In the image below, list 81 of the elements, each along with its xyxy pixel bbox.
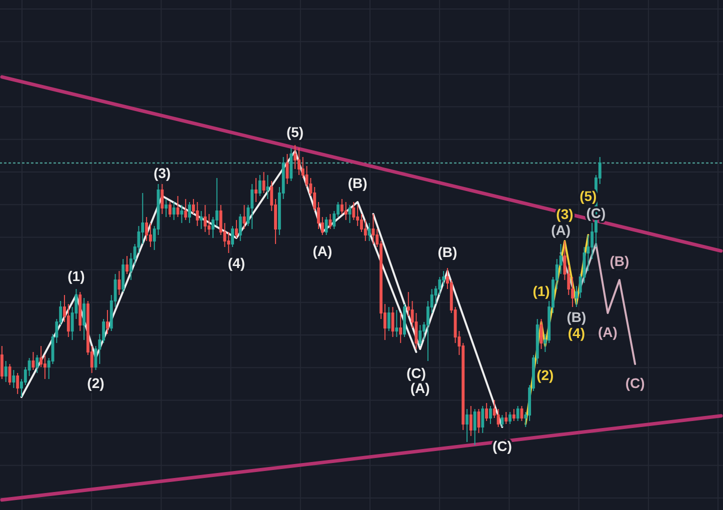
candlestick [118,270,121,296]
candlestick [324,216,328,236]
candlestick [234,220,238,238]
candlestick [290,148,293,182]
candlestick [418,324,422,346]
candlestick [485,402,488,422]
annotation: (1) [532,283,550,299]
candlestick [403,304,406,338]
candlestick [16,372,20,394]
annotation: (C) [406,365,426,381]
candlestick [500,414,504,428]
candlestick [504,412,508,424]
annotation: (C) [625,375,645,391]
candlestick [266,174,270,200]
candlestick [168,202,172,218]
annotation: (B) [566,309,586,325]
candlestick [254,178,258,202]
candlestick [238,214,242,242]
candlestick [196,202,199,226]
candlestick [508,412,512,424]
annotation: (1) [68,268,85,284]
candlestick [473,408,476,446]
candlestick [180,204,184,224]
candlestick [176,196,180,218]
candlestick [297,148,300,176]
candlestick [258,174,262,196]
annotation: (4) [568,325,586,341]
candlestick [8,364,12,386]
annotation: (A) [410,380,430,396]
candlestick [469,406,472,436]
candlestick [204,204,207,232]
candlestick [231,226,234,248]
annotation: (B) [438,244,458,260]
candlestick [391,306,394,338]
candlestick [242,204,246,230]
annotation: (A) [598,324,618,340]
candlestick [481,406,484,434]
candlestick [387,306,390,332]
annotation: (B) [610,253,630,269]
candlestick [344,202,348,220]
annotation: (A) [551,222,571,238]
candlestick [372,214,375,244]
candlestick [399,312,402,344]
candlestick [395,310,398,338]
candlestick [184,198,188,220]
candlestick [160,184,164,214]
annotation: (2) [87,375,104,391]
candlestick [200,210,203,230]
candlestick [540,318,543,350]
annotation: (2) [536,367,554,383]
candlestick [122,258,125,292]
candlestick [172,202,176,220]
candlestick [106,310,109,334]
candlestick [250,184,254,230]
candlestick [512,408,516,422]
candlestick [368,222,371,242]
candlestick [12,370,16,388]
candlestick [516,406,520,422]
candlestick [164,198,168,218]
candlestick [126,256,128,274]
candlestick [4,360,8,382]
candlestick [32,352,35,370]
annotation: (4) [228,255,246,271]
candlestick [286,154,289,184]
candlestick [36,354,39,374]
candlestick [520,406,524,422]
annotation: (3) [154,165,171,181]
candlestick [328,214,332,230]
candlestick [0,346,4,380]
candlestick [82,298,86,340]
annotation: (A) [312,243,332,259]
candlestick [477,408,480,434]
candlestick [348,204,352,224]
annotation: (C) [492,438,512,454]
candlestick [466,408,468,442]
annotation: (B) [348,175,368,191]
annotation: (5) [286,124,304,140]
candlestick [262,172,266,194]
candlestick [488,406,492,424]
candlestick [188,202,192,224]
candlestick [78,292,82,332]
